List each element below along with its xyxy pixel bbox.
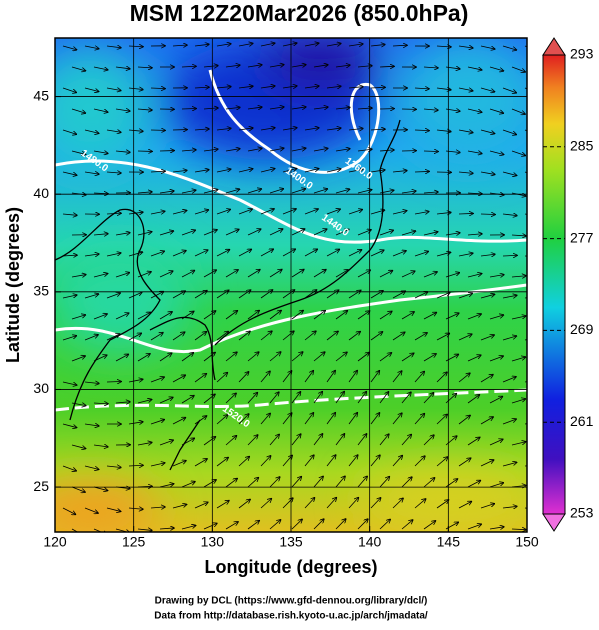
- streamline: [481, 214, 495, 215]
- y-axis-label: Latitude (degrees): [3, 207, 23, 363]
- streamline: [459, 213, 473, 214]
- y-tick-label: 25: [33, 478, 49, 494]
- credit: Drawing by DCL (https://www.gfd-dennou.o…: [155, 596, 428, 607]
- colorbar-label: 285: [570, 138, 594, 154]
- streamline: [424, 151, 438, 152]
- x-tick-label: 125: [122, 534, 146, 550]
- x-axis-label: Longitude (degrees): [204, 557, 377, 577]
- title: MSM 12Z20Mar2026 (850.0hPa): [130, 0, 469, 26]
- credit: Data from http://database.rish.kyoto-u.a…: [154, 611, 428, 622]
- colorbar-label: 277: [570, 229, 594, 245]
- x-tick-label: 150: [515, 534, 539, 550]
- colorbar-label: 269: [570, 321, 594, 337]
- y-tick-label: 35: [33, 283, 49, 299]
- colorbar-label: 261: [570, 413, 594, 429]
- colorbar-label: 253: [570, 505, 594, 521]
- y-tick-label: 40: [33, 185, 49, 201]
- y-tick-label: 45: [33, 87, 49, 103]
- colorbar: [543, 38, 565, 531]
- x-tick-label: 130: [201, 534, 225, 550]
- y-tick-label: 30: [33, 380, 49, 396]
- x-tick-label: 140: [358, 534, 382, 550]
- x-tick-label: 120: [43, 534, 67, 550]
- x-tick-label: 145: [437, 534, 461, 550]
- x-tick-label: 135: [279, 534, 303, 550]
- field: [20, 30, 548, 540]
- colorbar-label: 293: [570, 46, 594, 62]
- streamline: [534, 529, 548, 532]
